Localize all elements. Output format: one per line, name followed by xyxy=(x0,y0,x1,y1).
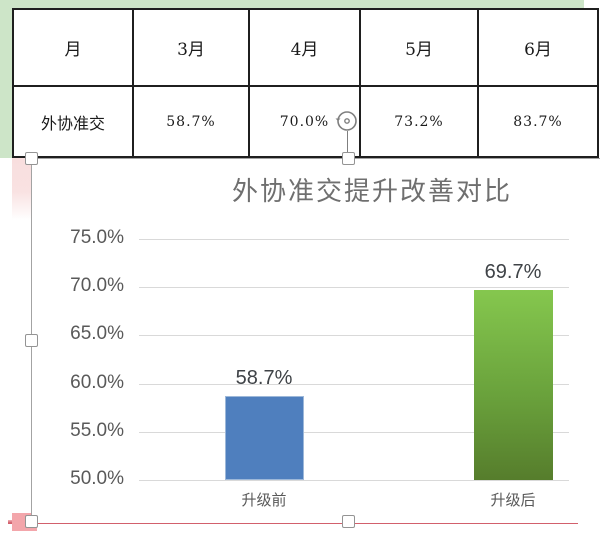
selection-handle-top-left[interactable] xyxy=(25,152,38,165)
chart-canvas[interactable]: 外协准交提升改善对比 75.0% 70.0% 65.0% 60.0% 55.0% 50.0… xyxy=(31,158,600,523)
header-cell-may[interactable]: 5月 xyxy=(359,8,479,87)
bar-data-label: 69.7% xyxy=(484,261,542,284)
chart-gridline xyxy=(139,431,569,433)
chart-gridline xyxy=(139,383,569,385)
header-cell-mar[interactable]: 3月 xyxy=(132,8,250,87)
bar-升级前[interactable] xyxy=(224,396,304,480)
pink-shape-fragment xyxy=(12,158,31,220)
header-cell-apr[interactable]: 4月 xyxy=(248,8,361,87)
value-cell-mar[interactable]: 58.7% xyxy=(132,85,250,158)
value-cell-jun[interactable]: 83.7% xyxy=(477,85,599,158)
y-axis-tick-label: 65.0% xyxy=(70,323,124,345)
x-axis-category-label: 升级前 xyxy=(241,492,287,509)
rotate-handle-icon[interactable] xyxy=(335,109,359,133)
chart-gridline xyxy=(139,335,569,337)
table-value-row: 外协准交 58.7% 70.0% 73.2% 83.7% xyxy=(12,85,599,158)
header-cell-jun[interactable]: 6月 xyxy=(477,8,599,87)
bar-升级后[interactable] xyxy=(473,290,553,480)
bar-data-label: 58.7% xyxy=(235,367,293,390)
y-axis-tick-label: 50.0% xyxy=(70,468,124,489)
month-data-table[interactable]: 月 3月 4月 5月 6月 外协准交 58.7% 70.0% 73.2% 83.… xyxy=(12,8,599,158)
y-axis-tick-label: 60.0% xyxy=(70,371,124,393)
row-label-cell[interactable]: 外协准交 xyxy=(12,85,134,158)
y-axis-tick-label: 55.0% xyxy=(70,419,124,441)
value-cell-may[interactable]: 73.2% xyxy=(359,85,479,158)
chart-title[interactable]: 外协准交提升改善对比 xyxy=(231,177,512,207)
y-axis-tick-label: 70.0% xyxy=(70,275,124,297)
selection-handle-bottom-center[interactable] xyxy=(342,515,355,528)
rotate-handle-stem xyxy=(347,131,348,152)
selection-handle-bottom-left[interactable] xyxy=(25,515,38,528)
x-axis-category-label: 升级后 xyxy=(490,492,536,509)
selection-handle-top-center[interactable] xyxy=(342,152,355,165)
table-header-row: 月 3月 4月 5月 6月 xyxy=(12,8,599,87)
header-cell-month[interactable]: 月 xyxy=(12,8,134,87)
selection-handle-middle-left[interactable] xyxy=(25,334,38,347)
chart-gridline xyxy=(139,239,569,240)
chart-gridline xyxy=(139,287,569,289)
y-axis-tick-label: 75.0% xyxy=(70,227,124,248)
chart-gridline xyxy=(139,480,569,481)
